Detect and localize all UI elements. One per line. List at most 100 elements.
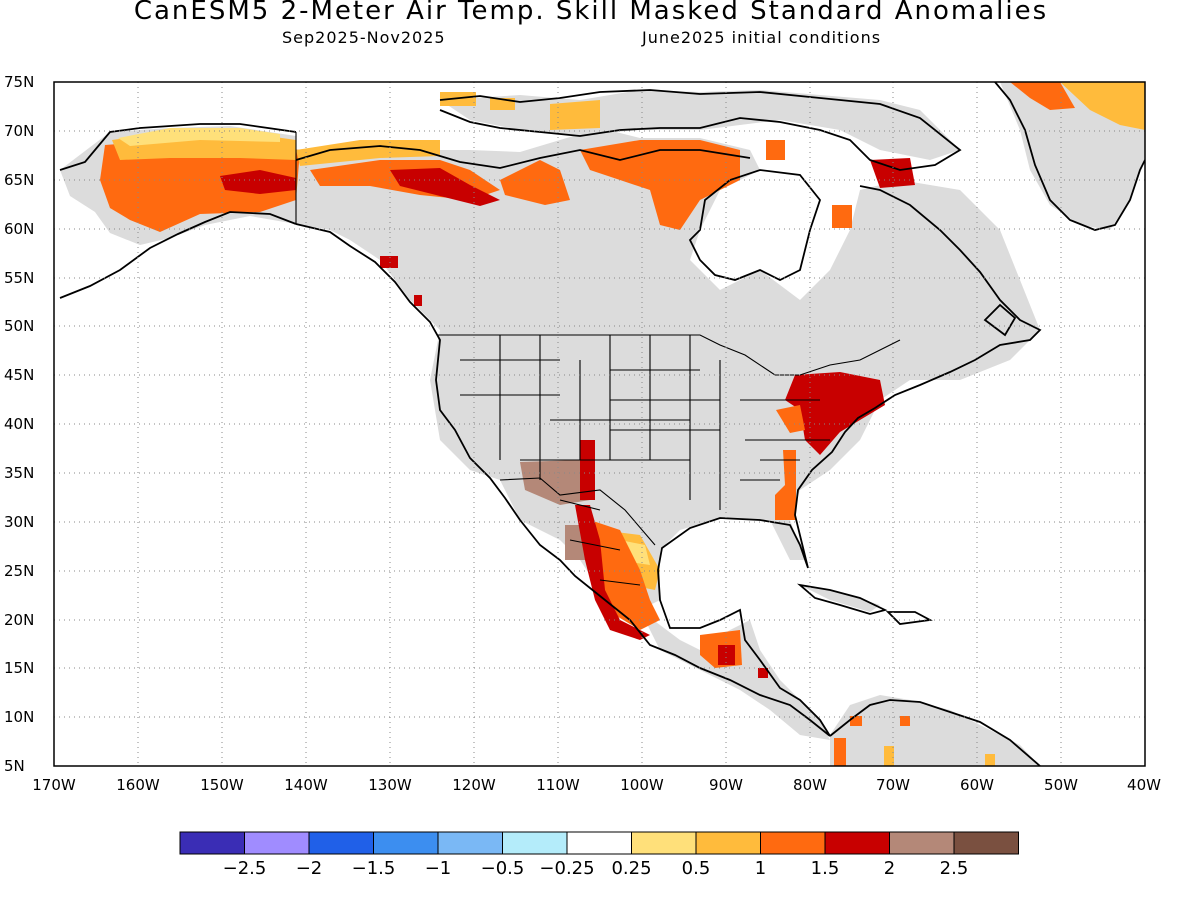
colorbar-swatch — [244, 831, 310, 855]
lat-tick: 25N — [4, 562, 34, 580]
lon-tick: 100W — [620, 776, 664, 794]
colorbar-tick-label: 2 — [884, 858, 895, 879]
anomaly-south-america-1p5 — [834, 716, 910, 766]
colorbar-swatch — [889, 831, 955, 855]
lat-tick: 45N — [4, 366, 34, 384]
colorbar-tick-label: −1 — [425, 858, 452, 879]
coastlines — [59, 82, 1145, 766]
land-south-america — [830, 695, 1040, 766]
lon-tick: 50W — [1044, 776, 1078, 794]
lat-tick: 65N — [4, 171, 34, 189]
lon-tick: 140W — [284, 776, 328, 794]
colorbar-swatch — [179, 831, 245, 855]
coast-arctic — [295, 89, 962, 171]
coast-north-america-west — [295, 223, 831, 737]
anomaly-southeast-1p5 — [775, 450, 796, 520]
land-central-america — [640, 610, 830, 740]
anomaly-yukon-1 — [296, 140, 440, 166]
lon-axis: 170W 160W 150W 140W 130W 120W 110W 100W … — [32, 776, 1161, 794]
anomaly-southwest-2p5 — [520, 460, 590, 560]
coast-newfoundland — [983, 303, 1017, 337]
colorbar-swatch — [953, 831, 1019, 855]
us-state-lines — [460, 335, 830, 510]
coast-greenland — [994, 82, 1145, 231]
colorbar-tick-label: −1.5 — [352, 858, 396, 879]
initial-conditions-label: June2025 initial conditions — [642, 28, 882, 47]
colorbar-swatch — [373, 831, 439, 855]
colorbar-swatch — [437, 831, 503, 855]
anomaly-arctic-1 — [440, 92, 600, 130]
anomaly-greenland-1 — [1060, 82, 1145, 130]
colorbar-swatches — [179, 831, 1019, 855]
lat-tick: 35N — [4, 464, 34, 482]
lat-tick: 75N — [4, 73, 34, 91]
colorbar-swatch — [308, 831, 374, 855]
lon-tick: 90W — [709, 776, 743, 794]
land-cuba — [800, 585, 880, 612]
lon-tick: 160W — [116, 776, 160, 794]
colorbar-tick-label: 0.5 — [682, 858, 711, 879]
anomaly-pacific-nw-2 — [380, 256, 422, 306]
colorbar-tick-label: 1.5 — [811, 858, 840, 879]
anomaly-nunavut-west-1p5 — [500, 160, 570, 205]
coast-hudson-bay — [688, 169, 822, 282]
colorbar-swatch — [502, 831, 568, 855]
coast-south-america — [829, 699, 1041, 766]
colorbar-tick-label: −0.25 — [539, 858, 594, 879]
anomaly-northeast-us-1p5 — [776, 405, 805, 433]
lon-tick: 70W — [876, 776, 910, 794]
lat-tick: 60N — [4, 220, 34, 238]
lat-tick: 70N — [4, 122, 34, 140]
lat-tick: 10N — [4, 708, 34, 726]
coast-north-america-east — [657, 185, 1042, 737]
colorbar-swatch — [695, 831, 761, 855]
border-us-mexico — [499, 477, 656, 546]
plot-frame — [53, 81, 1146, 767]
land-canada-us — [296, 128, 1040, 610]
colorbar-tick-label: 0.25 — [611, 858, 651, 879]
anomaly-baffin-1p5 — [766, 140, 785, 160]
political-borders — [295, 132, 901, 586]
colorbar: −2.5 −2 −1.5 −1 −0.5 −0.25 0.25 0.5 1 1.5 2 2.5 — [179, 831, 1019, 879]
lon-tick: 150W — [200, 776, 244, 794]
lat-tick: 20N — [4, 611, 34, 629]
lat-tick: 50N — [4, 317, 34, 335]
anomaly-greenland-1p5 — [1010, 82, 1075, 110]
anomaly-alaska-north-0p5 — [118, 128, 280, 146]
lon-tick: 120W — [452, 776, 496, 794]
colorbar-tick-label: −0.5 — [481, 858, 525, 879]
colorbar-swatch — [760, 831, 826, 855]
map-title: CanESM5 2-Meter Air Temp. Skill Masked S… — [133, 0, 1049, 26]
map-area — [54, 82, 1145, 766]
colorbar-tick-label: −2.5 — [223, 858, 267, 879]
lat-tick: 55N — [4, 269, 34, 287]
mexico-state-lines — [559, 499, 641, 586]
anomaly-central-america-2 — [758, 668, 768, 678]
graticule — [54, 82, 1145, 766]
anomaly-nunavut-1p5 — [580, 140, 740, 230]
lat-axis: 75N 70N 65N 60N 55N 50N 45N 40N 35N 30N … — [4, 73, 34, 775]
lat-tick: 15N — [4, 659, 34, 677]
lon-tick: 40W — [1127, 776, 1161, 794]
anomaly-labrador-1p5 — [832, 205, 852, 228]
coast-cuba — [796, 583, 888, 615]
lat-tick: 40N — [4, 415, 34, 433]
anomaly-yucatan-2 — [718, 645, 735, 665]
colorbar-swatch — [566, 831, 632, 855]
lon-tick: 130W — [368, 776, 412, 794]
colorbar-swatch — [631, 831, 697, 855]
lon-tick: 170W — [32, 776, 76, 794]
coast-alaska — [59, 123, 297, 299]
lat-tick: 30N — [4, 513, 34, 531]
colorbar-labels: −2.5 −2 −1.5 −1 −0.5 −0.25 0.25 0.5 1 1.5 2 2.5 — [223, 858, 969, 879]
period-label: Sep2025-Nov2025 — [282, 28, 446, 47]
colorbar-swatch — [824, 831, 890, 855]
colorbar-tick-label: 1 — [755, 858, 766, 879]
anomaly-alaska-core-2 — [220, 170, 296, 194]
lat-tick: 5N — [4, 757, 25, 775]
anomaly-nwt-2 — [390, 168, 500, 206]
lon-tick: 110W — [536, 776, 580, 794]
anomaly-alaska-1p5 — [100, 140, 300, 232]
colorbar-tick-label: 2.5 — [940, 858, 969, 879]
